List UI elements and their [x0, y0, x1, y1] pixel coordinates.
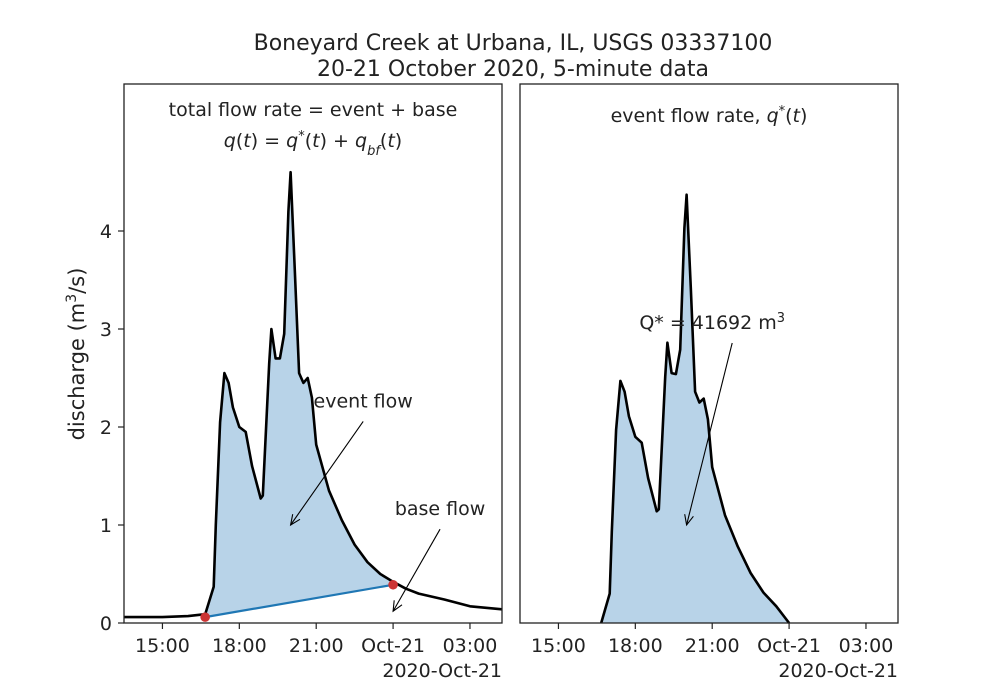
separation-point [200, 612, 210, 622]
x-tick-label: Oct-21 [361, 635, 425, 657]
left-panel-title-line1: total flow rate = event + base [169, 99, 458, 121]
separation-point [388, 579, 398, 590]
plot-frame [519, 83, 899, 624]
x-tick-label: 21:00 [685, 635, 740, 657]
x-tick-label: 15:00 [531, 635, 586, 657]
event-flow-area [601, 194, 790, 623]
event-flow-area [205, 172, 394, 618]
annotation-arrow [290, 421, 364, 526]
annotation-text: base flow [395, 498, 485, 520]
y-tick-label: 1 [100, 515, 112, 537]
annotation-arrowhead [289, 514, 301, 527]
x-offset-label: 2020-Oct-21 [778, 660, 898, 682]
event-flow-line [599, 193, 791, 624]
figure-title-line2: 20-21 October 2020, 5-minute data [317, 57, 709, 82]
x-tick-label: 15:00 [135, 635, 190, 657]
left-panel-title-line2: q(t) = q*(t) + qbf(t) [224, 129, 402, 159]
figure-title-line1: Boneyard Creek at Urbana, IL, USGS 03337… [254, 31, 773, 56]
y-tick-label: 4 [100, 221, 112, 243]
total-flow-line [124, 170, 503, 619]
left-panel: 15:00 18:00 21:00 Oct-21 03:00 2020-Oct-21 0 1 2… [64, 83, 503, 682]
y-tick-label: 0 [100, 613, 112, 635]
x-tick-label: 18:00 [212, 635, 267, 657]
x-tick-label: 18:00 [608, 635, 663, 657]
annotation-arrowhead [684, 514, 694, 527]
right-panel: 15:00 18:00 21:00 Oct-21 03:00 2020-Oct-21 eve… [519, 83, 899, 682]
plot-frame [123, 83, 503, 624]
annotation-arrowhead [392, 600, 403, 613]
x-tick-label: 21:00 [289, 635, 344, 657]
annotation-text: event flow [314, 390, 413, 412]
annotation-arrow [392, 528, 441, 612]
x-tick-label: 03:00 [839, 635, 894, 657]
y-axis-label: discharge (m3/s) [64, 268, 89, 441]
x-tick-label: Oct-21 [757, 635, 821, 657]
base-flow-line [204, 583, 394, 619]
right-panel-title: event flow rate, q*(t) [611, 104, 808, 128]
annotation-arrow [686, 342, 733, 526]
y-tick-label: 2 [100, 417, 112, 439]
annotation-text: Q* = 41692 m3 [639, 311, 785, 335]
x-tick-label: 03:00 [443, 635, 498, 657]
y-tick-label: 3 [100, 319, 112, 341]
x-offset-label: 2020-Oct-21 [382, 660, 502, 682]
